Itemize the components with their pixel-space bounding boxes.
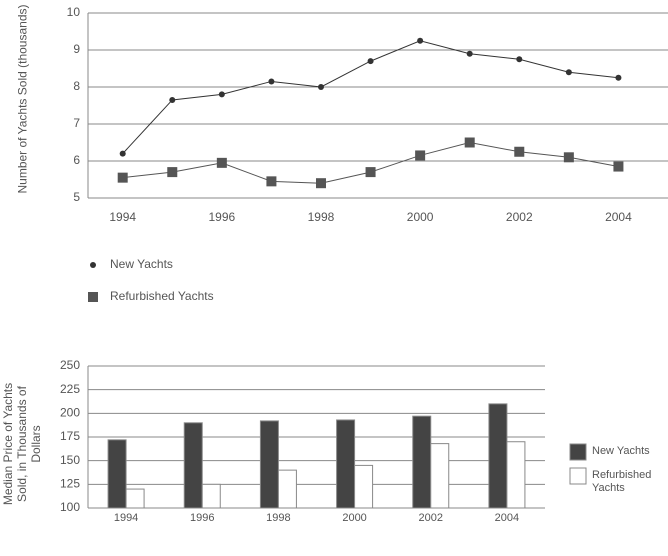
legend-label: Refurbished Yachts bbox=[110, 289, 214, 303]
marker bbox=[90, 262, 96, 268]
bar bbox=[201, 483, 221, 509]
x-tick-label: 1996 bbox=[208, 210, 235, 224]
marker bbox=[216, 157, 227, 168]
x-tick-label: 1994 bbox=[114, 512, 138, 524]
x-tick-label: 2000 bbox=[342, 512, 366, 524]
marker bbox=[613, 161, 624, 172]
marker bbox=[417, 37, 424, 44]
x-tick-label: 2002 bbox=[419, 512, 443, 524]
legend-label: New Yachts bbox=[110, 257, 173, 271]
x-tick-label: 2004 bbox=[495, 512, 519, 524]
bar bbox=[354, 464, 374, 509]
y-axis-label: Number of Yachts Sold (thousands) bbox=[15, 4, 29, 193]
marker bbox=[565, 69, 572, 76]
legend-label: New Yachts bbox=[592, 445, 650, 457]
marker bbox=[563, 152, 574, 163]
marker bbox=[615, 74, 622, 81]
marker bbox=[266, 176, 277, 187]
x-tick-label: 2000 bbox=[407, 210, 434, 224]
line bbox=[122, 40, 619, 154]
y-tick-label: 125 bbox=[60, 477, 80, 491]
marker bbox=[315, 178, 326, 189]
y-tick-label: 8 bbox=[73, 79, 80, 93]
bar bbox=[277, 469, 297, 509]
y-axis-label: Median Price of Yachts Sold, in Thousand… bbox=[1, 382, 43, 506]
bar bbox=[412, 415, 432, 509]
marker bbox=[218, 91, 225, 98]
marker bbox=[167, 167, 178, 178]
marker bbox=[119, 150, 126, 157]
y-tick-label: 150 bbox=[60, 453, 80, 467]
y-tick-label: 250 bbox=[60, 358, 80, 372]
x-tick-label: 1998 bbox=[308, 210, 335, 224]
marker bbox=[117, 172, 128, 183]
y-tick-label: 175 bbox=[60, 429, 80, 443]
y-tick-label: 9 bbox=[73, 42, 80, 56]
y-tick-label: 225 bbox=[60, 382, 80, 396]
y-tick-label: 10 bbox=[67, 5, 81, 19]
bar bbox=[430, 443, 450, 509]
marker bbox=[367, 58, 374, 65]
marker bbox=[464, 137, 475, 148]
marker bbox=[365, 167, 376, 178]
bar bbox=[107, 439, 127, 509]
y-tick-label: 6 bbox=[73, 153, 80, 167]
marker bbox=[317, 84, 324, 90]
marker bbox=[466, 50, 473, 57]
marker bbox=[268, 78, 275, 85]
legend-swatch bbox=[569, 443, 587, 461]
marker bbox=[88, 292, 98, 302]
x-tick-label: 1996 bbox=[190, 512, 214, 524]
marker bbox=[514, 146, 525, 157]
legend-label: Refurbished Yachts bbox=[592, 469, 652, 494]
bar bbox=[183, 422, 203, 509]
y-tick-label: 5 bbox=[73, 190, 80, 204]
bar bbox=[506, 441, 526, 509]
bar bbox=[125, 488, 145, 509]
marker bbox=[415, 150, 426, 161]
x-tick-label: 1994 bbox=[109, 210, 136, 224]
bar bbox=[259, 420, 279, 509]
marker bbox=[169, 96, 176, 103]
bar bbox=[488, 403, 508, 509]
x-tick-label: 1998 bbox=[266, 512, 290, 524]
x-tick-label: 2004 bbox=[605, 210, 632, 224]
y-tick-label: 100 bbox=[60, 500, 80, 514]
x-tick-label: 2002 bbox=[506, 210, 533, 224]
y-tick-label: 200 bbox=[60, 406, 80, 420]
bar bbox=[336, 419, 356, 509]
legend-swatch bbox=[569, 467, 587, 485]
marker bbox=[516, 56, 523, 63]
y-tick-label: 7 bbox=[73, 116, 80, 130]
